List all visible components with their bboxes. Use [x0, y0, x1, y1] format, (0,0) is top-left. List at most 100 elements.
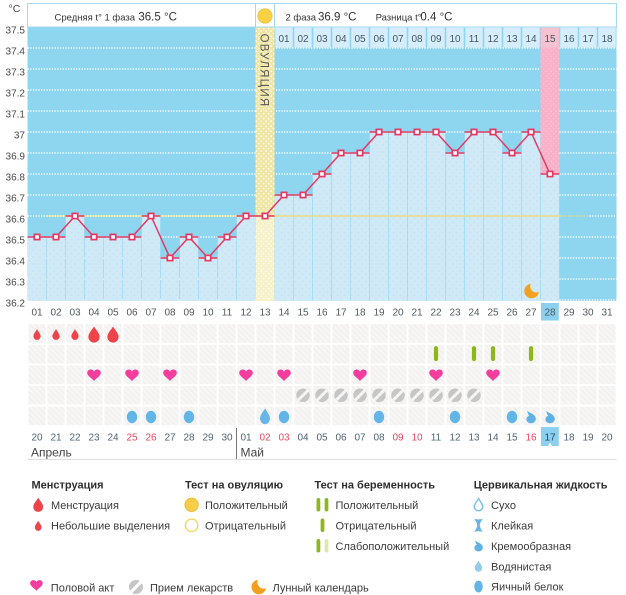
svg-text:14: 14 — [278, 307, 290, 318]
svg-text:Тест на овуляцию: Тест на овуляцию — [185, 480, 283, 492]
svg-text:17: 17 — [582, 34, 594, 45]
svg-text:09: 09 — [183, 307, 195, 318]
svg-text:16: 16 — [525, 432, 537, 443]
svg-text:Менструация: Менструация — [51, 500, 119, 512]
svg-text:07: 07 — [392, 34, 404, 45]
svg-text:18: 18 — [601, 34, 613, 45]
svg-text:16: 16 — [563, 34, 575, 45]
svg-text:03: 03 — [316, 34, 328, 45]
svg-text:14: 14 — [487, 432, 499, 443]
svg-text:36.9: 36.9 — [6, 151, 26, 162]
svg-text:05: 05 — [354, 34, 366, 45]
svg-text:09: 09 — [430, 34, 442, 45]
svg-text:25: 25 — [487, 307, 499, 318]
svg-text:22: 22 — [69, 432, 81, 443]
svg-text:06: 06 — [126, 307, 138, 318]
svg-text:36.3: 36.3 — [6, 277, 26, 288]
svg-text:36.8: 36.8 — [6, 172, 26, 183]
svg-text:06: 06 — [335, 432, 347, 443]
svg-text:Май: Май — [241, 446, 265, 460]
svg-text:11: 11 — [469, 34, 480, 45]
svg-text:36.2: 36.2 — [6, 298, 26, 309]
svg-text:30: 30 — [582, 307, 594, 318]
svg-text:08: 08 — [373, 432, 385, 443]
svg-text:20: 20 — [392, 307, 404, 318]
svg-text:36.5 °C: 36.5 °C — [138, 11, 176, 23]
svg-text:12: 12 — [449, 432, 461, 443]
svg-text:19: 19 — [373, 307, 385, 318]
svg-text:36.7: 36.7 — [6, 193, 26, 204]
svg-text:28: 28 — [544, 307, 556, 318]
svg-text:Отрицательный: Отрицательный — [336, 520, 417, 532]
svg-text:36.9 °C: 36.9 °C — [318, 11, 356, 23]
svg-text:Менструация: Менструация — [32, 480, 104, 492]
svg-text:28: 28 — [183, 432, 195, 443]
svg-text:13: 13 — [259, 307, 271, 318]
svg-text:07: 07 — [145, 307, 157, 318]
svg-text:37.2: 37.2 — [6, 88, 26, 99]
svg-text:Яичный белок: Яичный белок — [491, 582, 564, 594]
svg-text:03: 03 — [69, 307, 81, 318]
svg-text:11: 11 — [431, 432, 442, 443]
svg-text:11: 11 — [222, 307, 233, 318]
svg-text:08: 08 — [411, 34, 423, 45]
svg-text:Отрицательный: Отрицательный — [205, 520, 286, 532]
svg-text:°C: °C — [9, 3, 21, 15]
svg-text:20: 20 — [31, 432, 43, 443]
svg-text:Небольшие выделения: Небольшие выделения — [51, 520, 170, 532]
svg-text:24: 24 — [107, 432, 119, 443]
svg-text:29: 29 — [563, 307, 575, 318]
svg-text:Половой акт: Половой акт — [51, 582, 115, 594]
svg-text:18: 18 — [563, 432, 575, 443]
svg-text:Положительный: Положительный — [336, 500, 419, 512]
svg-text:20: 20 — [601, 432, 613, 443]
svg-text:Сухо: Сухо — [491, 500, 516, 512]
svg-text:Лунный календарь: Лунный календарь — [273, 582, 370, 594]
svg-text:18: 18 — [354, 307, 366, 318]
svg-text:10: 10 — [202, 307, 214, 318]
svg-text:Цервикальная жидкость: Цервикальная жидкость — [474, 480, 608, 492]
svg-text:27: 27 — [525, 307, 537, 318]
svg-text:36.4: 36.4 — [6, 256, 26, 267]
svg-text:Прием лекарств: Прием лекарств — [150, 582, 233, 594]
svg-text:13: 13 — [468, 432, 480, 443]
svg-text:10: 10 — [449, 34, 461, 45]
svg-text:08: 08 — [164, 307, 176, 318]
svg-text:05: 05 — [316, 432, 328, 443]
svg-text:12: 12 — [487, 34, 499, 45]
svg-text:ОВУЛЯЦИЯ: ОВУЛЯЦИЯ — [258, 34, 270, 108]
svg-text:17: 17 — [544, 432, 556, 443]
svg-text:21: 21 — [50, 432, 62, 443]
svg-text:16: 16 — [316, 307, 328, 318]
svg-text:19: 19 — [582, 432, 594, 443]
svg-text:24: 24 — [468, 307, 480, 318]
svg-text:15: 15 — [506, 432, 518, 443]
svg-text:02: 02 — [297, 34, 309, 45]
svg-text:13: 13 — [506, 34, 518, 45]
svg-text:06: 06 — [373, 34, 385, 45]
svg-text:01: 01 — [240, 432, 252, 443]
svg-text:23: 23 — [449, 307, 461, 318]
svg-text:01: 01 — [31, 307, 43, 318]
svg-text:15: 15 — [297, 307, 309, 318]
svg-text:Тест на беременность: Тест на беременность — [315, 480, 436, 492]
svg-text:Кремообразная: Кремообразная — [491, 541, 571, 553]
svg-text:26: 26 — [506, 307, 518, 318]
svg-text:0.4 °C: 0.4 °C — [420, 11, 452, 23]
svg-text:36.6: 36.6 — [6, 214, 26, 225]
svg-text:30: 30 — [221, 432, 233, 443]
svg-text:25: 25 — [126, 432, 138, 443]
svg-text:Положительный: Положительный — [205, 500, 288, 512]
svg-text:36.5: 36.5 — [6, 235, 26, 246]
svg-text:05: 05 — [107, 307, 119, 318]
svg-text:29: 29 — [202, 432, 214, 443]
svg-text:26: 26 — [145, 432, 157, 443]
svg-text:02: 02 — [259, 432, 271, 443]
svg-text:07: 07 — [354, 432, 366, 443]
svg-text:Клейкая: Клейкая — [491, 520, 533, 532]
svg-text:01: 01 — [278, 34, 290, 45]
svg-text:15: 15 — [544, 34, 556, 45]
svg-text:Средняя t° 1 фаза: Средняя t° 1 фаза — [55, 12, 136, 23]
svg-text:Разница t°: Разница t° — [376, 12, 422, 23]
svg-text:2 фаза: 2 фаза — [286, 12, 317, 23]
